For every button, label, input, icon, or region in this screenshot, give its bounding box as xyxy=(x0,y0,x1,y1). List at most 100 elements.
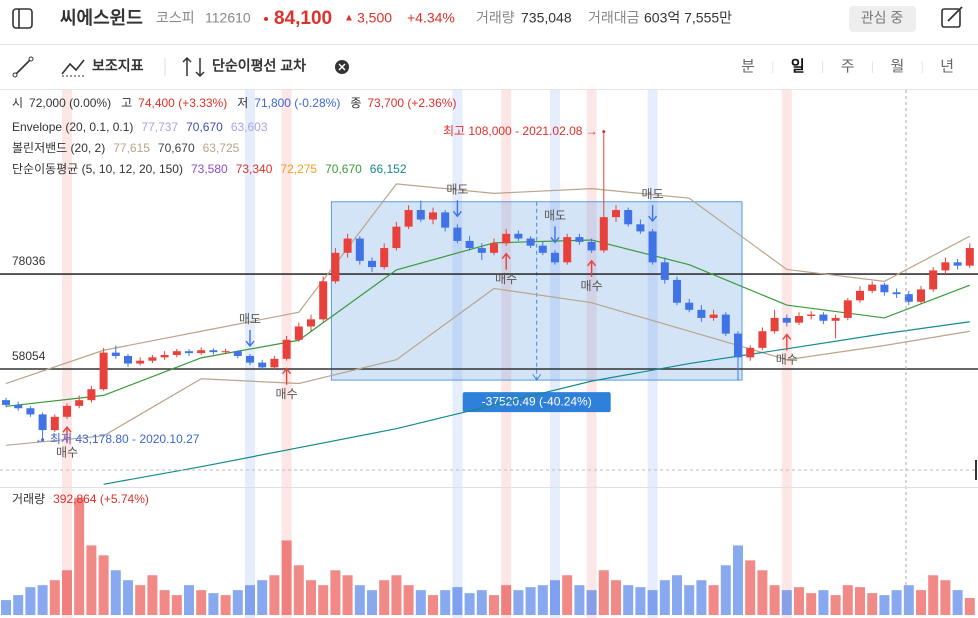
period-tab[interactable]: 일 xyxy=(791,58,805,75)
volume-bar xyxy=(586,590,597,615)
indicator-value: 66,152 xyxy=(370,162,407,176)
candle-body xyxy=(721,314,730,334)
candle-body xyxy=(782,317,791,323)
signal-stripe xyxy=(501,90,512,618)
line-tool-dot xyxy=(12,72,18,78)
volume-bar xyxy=(403,585,414,615)
period-tab[interactable]: 월 xyxy=(890,58,904,75)
strategy-label[interactable]: 단순이평선 교차 xyxy=(212,58,306,74)
volume-bar xyxy=(769,585,780,615)
candle-body xyxy=(282,339,291,359)
candle-body xyxy=(185,351,193,354)
signal-label: 매도 xyxy=(446,182,468,196)
candle-body xyxy=(599,217,608,251)
watch-button-label[interactable]: 관심 중 xyxy=(861,10,904,26)
candle-body xyxy=(441,212,450,228)
indicator-legend: 단순이동평균 (5, 10, 12, 20, 150) 73,580 73,340 7… xyxy=(12,162,407,176)
indicator-label: 볼린저밴드 (20, 2) xyxy=(12,141,105,155)
signal-arrow-head xyxy=(501,252,511,260)
line-tool-icon[interactable] xyxy=(14,58,32,76)
candle-body xyxy=(209,350,218,353)
candle-body xyxy=(551,252,559,263)
measure-arrow-head xyxy=(532,373,542,381)
volume-legend: 거래량 392,864 (+5.74%) xyxy=(12,492,149,506)
measure-label-bg xyxy=(462,392,611,413)
level-label: 78036 xyxy=(12,254,46,268)
indicator-value: 73,580 xyxy=(191,162,228,176)
candle-body xyxy=(392,226,401,249)
candle-body xyxy=(746,347,755,358)
volume-bar xyxy=(720,565,731,615)
candle-body xyxy=(514,233,523,239)
volume-bar xyxy=(562,575,573,615)
period-tab[interactable]: 분 xyxy=(741,58,755,75)
measure-label: -37520.49 (-40.24%) xyxy=(482,394,592,408)
candle-body xyxy=(648,231,657,263)
signal-arrow-head xyxy=(648,215,658,223)
period-tab[interactable]: 주 xyxy=(841,58,855,75)
volume-bar xyxy=(110,570,121,615)
annotation: 최고 108,000 - 2021.02.08 → xyxy=(443,124,598,138)
level-label: 58054 xyxy=(12,349,46,363)
signal-label: 매도 xyxy=(642,187,664,201)
candle-body xyxy=(575,237,584,242)
indicator-value: 70,670 xyxy=(158,141,195,155)
volume-bar xyxy=(550,580,560,615)
volume-legend-label: 거래량 xyxy=(12,492,45,506)
edit-icon[interactable] xyxy=(941,8,961,28)
candle-body xyxy=(929,270,938,290)
signal-arrow-head xyxy=(282,367,292,375)
volume-label: 거래량 xyxy=(476,10,515,26)
candle-body xyxy=(490,243,498,253)
ohlc-label: 고 xyxy=(121,96,132,110)
indicators-button[interactable]: 보조지표 xyxy=(92,58,144,74)
volume: 735,048 xyxy=(521,10,572,26)
candle-body xyxy=(172,351,181,355)
volume-bar xyxy=(281,540,292,615)
candle-body xyxy=(429,212,437,220)
volume-bar xyxy=(49,580,60,615)
volume-bar xyxy=(62,570,72,615)
candle-body xyxy=(50,416,59,431)
market: 코스피 xyxy=(156,10,195,26)
period-tab[interactable]: 년 xyxy=(940,58,954,75)
volume-bar xyxy=(745,560,756,615)
volume-bar xyxy=(342,575,353,615)
volume-bar xyxy=(830,595,841,615)
volume-bar xyxy=(525,587,536,615)
line-tool-dot xyxy=(28,56,34,62)
volume-bar xyxy=(37,585,48,615)
volume-bar xyxy=(257,580,268,615)
volume-bar xyxy=(1,600,11,615)
ohlc-legend: 시 72,000 (0.00%) 고 74,400 (+3.33%) 저 71,800 (… xyxy=(12,96,456,110)
amount: 603억 7,555만 xyxy=(644,10,732,26)
candle-body xyxy=(831,317,840,321)
volume-bar xyxy=(647,590,658,615)
candle-body xyxy=(307,319,315,327)
volume-bar xyxy=(245,585,255,615)
volume-bar xyxy=(123,580,133,615)
volume-bar xyxy=(220,595,231,615)
volume-bar xyxy=(879,595,890,615)
volume-bar xyxy=(733,545,743,615)
dot xyxy=(264,17,268,21)
signal-stripe xyxy=(62,90,72,618)
sidebar-icon[interactable] xyxy=(12,8,33,29)
volume-bar xyxy=(940,580,951,615)
candle-body xyxy=(941,262,950,271)
candle-body xyxy=(136,360,145,364)
candle-body xyxy=(795,316,803,323)
candle-body xyxy=(502,233,511,244)
signal-arrow-head xyxy=(550,236,560,244)
volume-bar xyxy=(269,575,280,615)
volume-bar xyxy=(428,595,438,615)
volume-bar xyxy=(208,593,219,615)
volume-bar xyxy=(330,570,341,615)
ohlc-label: 저 xyxy=(237,96,248,110)
volume-bar xyxy=(293,565,304,615)
volume-bar xyxy=(196,590,207,615)
watch-button[interactable] xyxy=(849,6,916,32)
stock-name: 씨에스윈드 xyxy=(60,8,143,28)
indicator-icon[interactable] xyxy=(61,59,85,75)
